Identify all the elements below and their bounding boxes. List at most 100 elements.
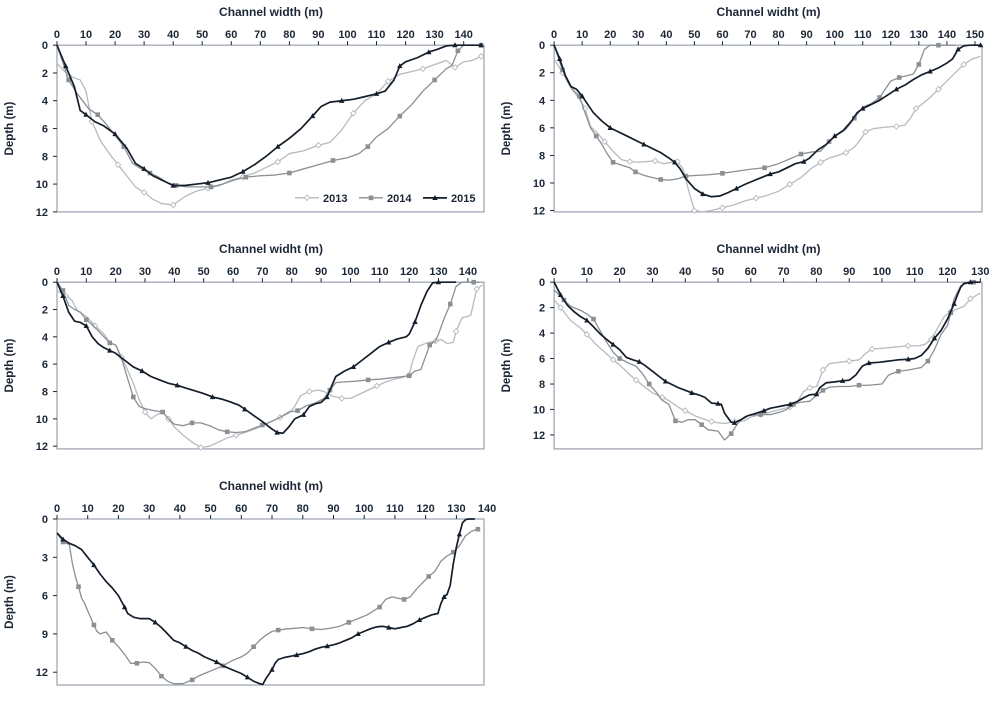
x-tick-label: 20 <box>110 266 122 278</box>
diamond-open-marker <box>583 331 591 338</box>
triangle-marker <box>293 652 300 658</box>
square-marker <box>95 112 100 117</box>
x-tick-label: 50 <box>198 266 210 278</box>
square-marker <box>295 408 300 413</box>
diamond-open-marker <box>819 366 827 374</box>
triangle-marker <box>339 97 345 103</box>
square-marker <box>251 644 256 649</box>
y-tick-label: 4 <box>42 96 49 108</box>
y-tick-label: 2 <box>539 303 545 315</box>
legend-label: 2013 <box>323 193 347 205</box>
triangle-marker <box>860 105 866 111</box>
triangle-marker <box>641 141 647 147</box>
y-tick-label: 9 <box>42 629 48 641</box>
x-tick-label: 60 <box>227 266 239 278</box>
diamond-open-marker <box>451 64 459 71</box>
square-marker <box>160 409 165 415</box>
triangle-marker <box>397 63 403 69</box>
y-tick-label: 6 <box>539 123 545 135</box>
plot-frame <box>553 44 983 213</box>
diamond-open-marker <box>651 157 659 165</box>
x-tick-label: 80 <box>772 29 784 41</box>
y-tick-label: 6 <box>539 354 545 366</box>
y-tick-label: 0 <box>539 277 545 289</box>
x-tick-label: 110 <box>906 266 924 278</box>
square-marker <box>224 429 230 435</box>
triangle-marker <box>63 63 69 69</box>
triangle-marker <box>244 674 251 680</box>
triangle-marker <box>715 400 721 406</box>
square-marker <box>131 394 136 400</box>
triangle-marker <box>139 368 145 374</box>
diamond-open-marker <box>912 105 920 112</box>
triangle-marker <box>274 429 280 435</box>
square-marker <box>189 420 195 426</box>
diamond-open-marker <box>232 431 240 439</box>
x-tick-label: 30 <box>143 503 155 515</box>
triangle-marker <box>905 356 911 362</box>
triangle-marker <box>121 604 128 610</box>
square-marker <box>260 422 265 428</box>
square-marker <box>673 418 678 424</box>
triangle-marker <box>767 171 773 177</box>
square-marker <box>448 301 453 307</box>
triangle-marker <box>441 594 447 599</box>
triangle-marker <box>813 391 820 397</box>
triangle-marker <box>866 360 872 366</box>
diamond-open-marker <box>274 158 282 166</box>
square-marker <box>401 597 407 602</box>
x-tick-label: 0 <box>551 266 557 278</box>
square-marker <box>591 316 596 322</box>
x-tick-label: 70 <box>256 266 268 278</box>
triangle-marker <box>209 394 216 400</box>
triangle-marker <box>355 631 361 636</box>
chart-svg: Channel width (m)Depth (m)0 10 20 30 40 50 60 7… <box>4 5 485 219</box>
series-line-2014 <box>56 44 482 188</box>
square-marker <box>365 144 371 149</box>
triangle-marker <box>761 407 767 413</box>
y-axis-label: Depth (m) <box>501 338 513 392</box>
chart-svg: Channel widht (m)Depth (m)0 10 20 30 40 50 60 7… <box>501 5 984 217</box>
diamond-open-marker <box>719 204 726 212</box>
diamond-open-marker <box>338 395 346 402</box>
diamond-open-marker <box>845 357 853 365</box>
triangle-marker <box>951 300 957 306</box>
triangle-marker <box>170 182 176 188</box>
triangle-marker <box>432 194 438 200</box>
square-marker <box>560 67 565 73</box>
square-marker <box>455 48 461 54</box>
triangle-marker <box>927 68 933 74</box>
x-tick-label: 30 <box>646 266 658 278</box>
chart-title: Channel widht (m) <box>219 242 323 256</box>
x-tick-label: 110 <box>371 266 389 278</box>
x-tick-label: 150 <box>966 29 984 41</box>
x-tick-label: 40 <box>679 266 691 278</box>
square-marker <box>577 93 582 99</box>
square-marker <box>798 151 804 157</box>
chart-title: Channel widht (m) <box>219 479 323 493</box>
diamond-open-marker <box>315 141 322 149</box>
x-tick-label: 20 <box>604 29 616 41</box>
triangle-marker <box>141 165 147 171</box>
square-marker <box>610 159 616 165</box>
plot-frame <box>56 281 485 450</box>
x-tick-label: 30 <box>138 29 150 41</box>
triangle-marker <box>733 185 740 191</box>
diamond-open-marker <box>708 418 715 425</box>
x-tick-label: 90 <box>312 29 324 41</box>
x-tick-label: 100 <box>355 503 373 515</box>
diamond-open-marker <box>842 149 850 156</box>
y-tick-label: 2 <box>42 68 48 80</box>
x-tick-label: 20 <box>109 29 121 41</box>
series-line-2013 <box>56 55 482 206</box>
triangle-marker <box>456 531 463 537</box>
triangle-marker <box>205 179 211 185</box>
square-marker <box>728 431 734 436</box>
y-tick-label: 8 <box>42 151 48 163</box>
triangle-marker <box>242 406 248 412</box>
square-marker <box>633 169 638 175</box>
triangle-marker <box>478 42 484 48</box>
triangle-marker <box>967 279 974 285</box>
diamond-open-marker <box>752 194 760 202</box>
x-tick-label: 100 <box>825 29 843 41</box>
